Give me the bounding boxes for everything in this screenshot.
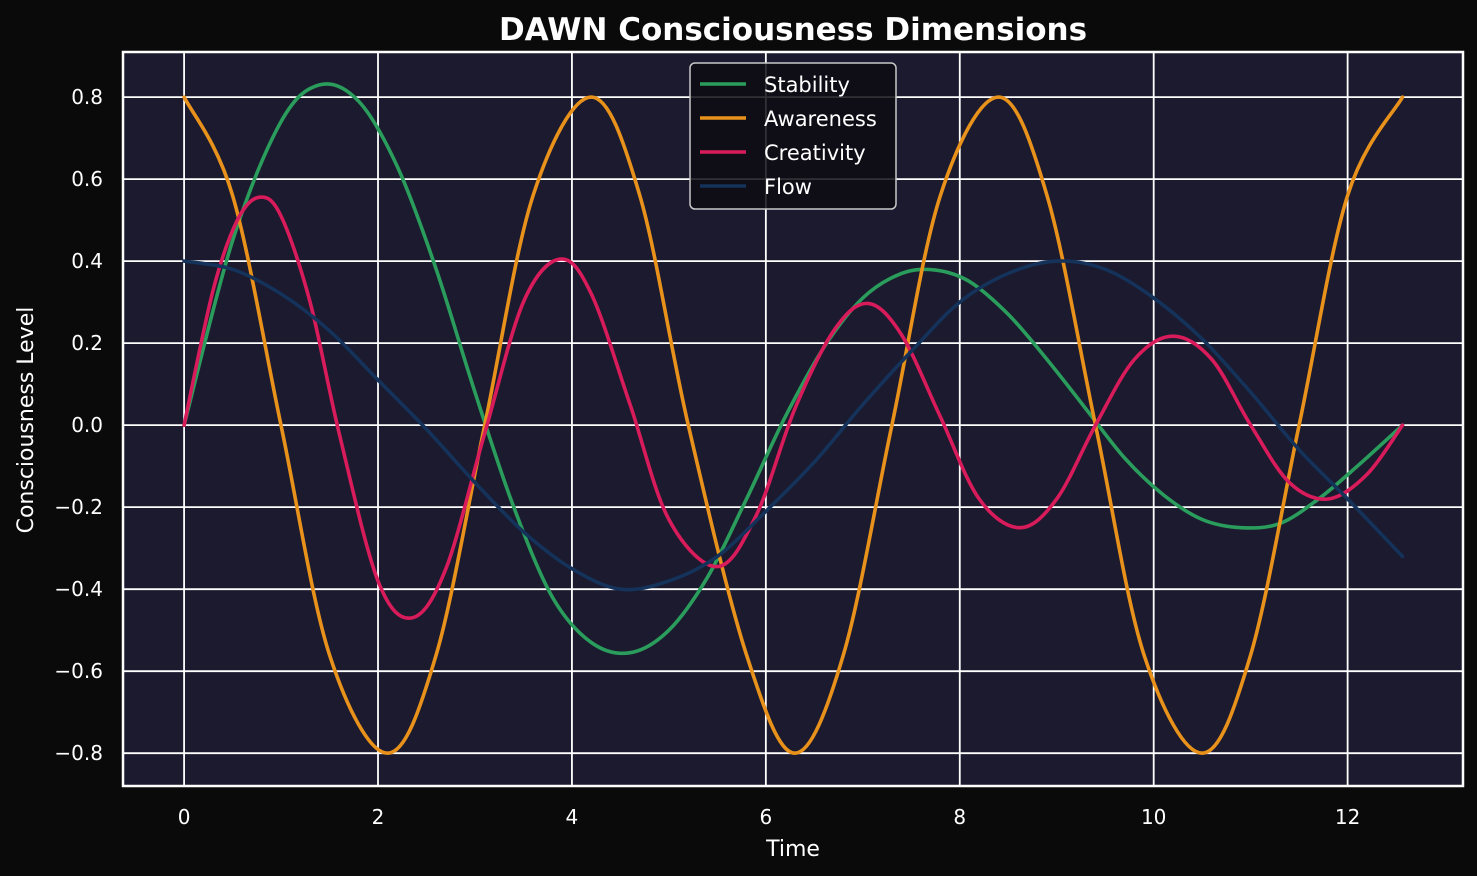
plot-border <box>121 50 1465 788</box>
y-tick-label: −0.6 <box>54 659 103 683</box>
x-tick-label: 10 <box>1141 805 1166 829</box>
x-tick-label: 4 <box>566 805 579 829</box>
y-tick-label: 0.4 <box>71 249 103 273</box>
x-tick-label: 2 <box>372 805 385 829</box>
y-tick-label: 0.8 <box>71 85 103 109</box>
y-tick-label: 0.0 <box>71 413 103 437</box>
series-layer <box>182 82 1405 755</box>
y-tick-label: −0.8 <box>54 741 103 765</box>
y-tick-label: 0.2 <box>71 331 103 355</box>
series-line-flow <box>182 259 1405 592</box>
legend-label-awareness: Awareness <box>764 107 877 131</box>
x-axis-label: Time <box>765 837 820 862</box>
legend-label-creativity: Creativity <box>764 141 866 165</box>
legend-label-stability: Stability <box>764 73 850 97</box>
x-tick-label: 0 <box>178 805 191 829</box>
series-line-creativity <box>182 195 1405 620</box>
y-tick-label: −0.2 <box>54 495 103 519</box>
series-line-stability <box>182 82 1405 656</box>
legend: Stability Awareness Creativity Flow <box>689 62 897 210</box>
series-line-awareness <box>182 95 1405 755</box>
y-tick-label: −0.4 <box>54 577 103 601</box>
x-tick-label: 12 <box>1335 805 1360 829</box>
y-axis-label: Consciousness Level <box>14 307 39 534</box>
tick-labels: 0 2 4 6 8 10 12 −0.8 −0.6 −0.4 −0.2 0.0 0.2 0.4 0.6 0.8 <box>54 85 1360 829</box>
y-tick-label: 0.6 <box>71 167 103 191</box>
legend-box <box>689 62 897 210</box>
legend-label-flow: Flow <box>764 175 812 199</box>
x-tick-label: 6 <box>759 805 772 829</box>
x-tick-label: 8 <box>953 805 966 829</box>
chart-title: DAWN Consciousness Dimensions <box>499 12 1087 48</box>
